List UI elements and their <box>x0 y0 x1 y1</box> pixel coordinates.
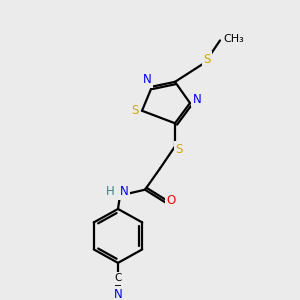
Text: N: N <box>114 288 122 300</box>
Text: CH₃: CH₃ <box>224 34 244 44</box>
Text: H: H <box>106 185 114 198</box>
Text: S: S <box>175 143 183 156</box>
Text: S: S <box>131 104 139 117</box>
Text: O: O <box>167 194 176 207</box>
Text: N: N <box>193 93 201 106</box>
Text: S: S <box>203 53 211 66</box>
Text: N: N <box>142 74 152 86</box>
Text: N: N <box>120 185 128 198</box>
Text: C: C <box>114 273 122 283</box>
